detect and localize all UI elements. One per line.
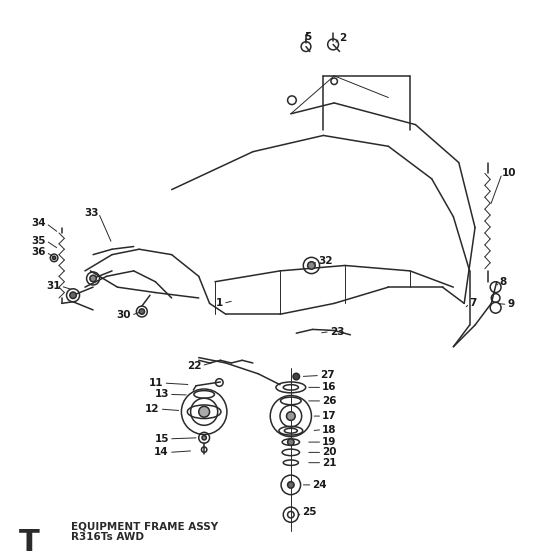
Text: 7: 7	[470, 298, 477, 309]
Text: T: T	[20, 528, 40, 557]
Text: 20: 20	[322, 447, 337, 458]
Circle shape	[307, 262, 315, 269]
Circle shape	[53, 256, 55, 259]
Circle shape	[70, 292, 76, 298]
Text: 16: 16	[322, 382, 337, 393]
Text: 35: 35	[31, 236, 46, 245]
Text: 34: 34	[31, 218, 46, 228]
Text: 9: 9	[507, 300, 515, 310]
Text: 26: 26	[322, 396, 337, 406]
Text: 17: 17	[322, 411, 337, 421]
Circle shape	[202, 436, 206, 440]
Text: 19: 19	[322, 437, 337, 447]
Text: 8: 8	[500, 277, 507, 287]
Text: 11: 11	[149, 378, 164, 388]
Text: R316Ts AWD: R316Ts AWD	[72, 532, 144, 542]
Circle shape	[288, 439, 294, 445]
Text: 27: 27	[320, 371, 335, 380]
Text: 2: 2	[339, 33, 347, 43]
Text: 23: 23	[330, 326, 344, 337]
Text: 10: 10	[502, 169, 517, 179]
Text: 32: 32	[318, 256, 333, 266]
Text: 33: 33	[84, 208, 99, 218]
Text: 22: 22	[187, 361, 202, 371]
Text: 14: 14	[155, 447, 169, 458]
Text: 21: 21	[322, 458, 337, 468]
Text: 24: 24	[312, 480, 327, 490]
Text: 30: 30	[116, 310, 131, 320]
Text: 36: 36	[31, 247, 46, 257]
Text: 12: 12	[145, 404, 160, 414]
Text: 18: 18	[322, 424, 337, 435]
Circle shape	[90, 275, 96, 282]
Circle shape	[199, 407, 209, 417]
Text: 15: 15	[155, 434, 169, 444]
Circle shape	[139, 309, 144, 314]
Circle shape	[288, 482, 294, 488]
Circle shape	[293, 374, 300, 380]
Text: EQUIPMENT FRAME ASSY: EQUIPMENT FRAME ASSY	[72, 521, 218, 531]
Text: 25: 25	[302, 507, 316, 517]
Text: 5: 5	[305, 32, 311, 42]
Circle shape	[287, 412, 295, 421]
Text: 1: 1	[216, 298, 223, 309]
Text: 31: 31	[46, 281, 60, 291]
Text: 13: 13	[155, 389, 169, 399]
